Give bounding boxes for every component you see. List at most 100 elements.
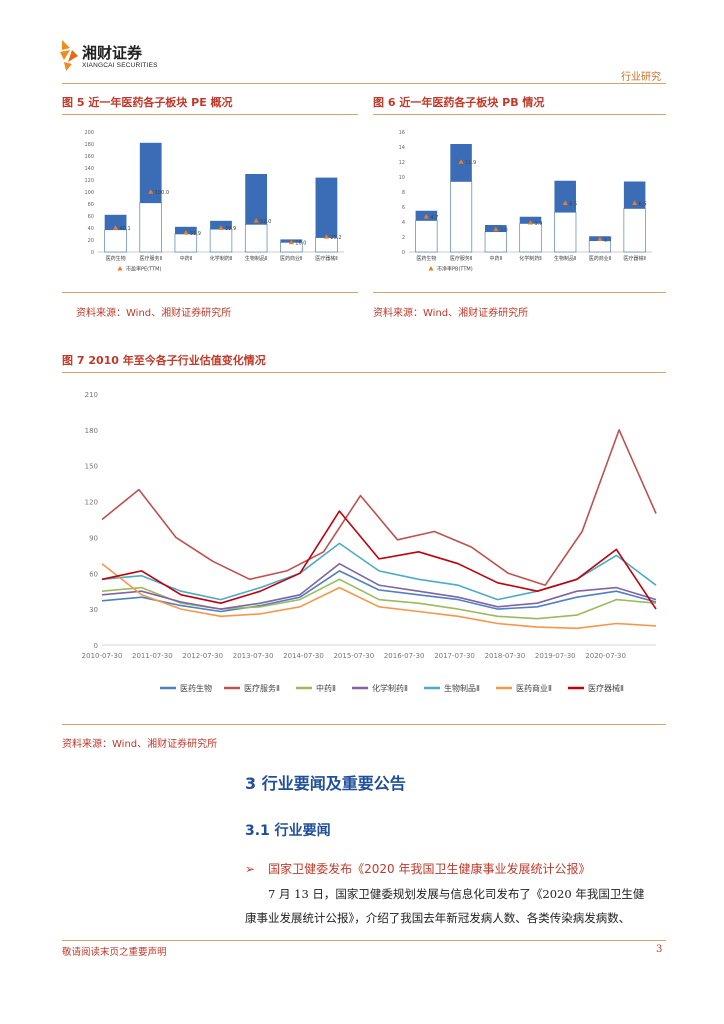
fig5-bottom-rule [62, 292, 358, 293]
paragraph-line-1: 7 月 13 日，国家卫健委规划发展与信息化司发布了《2020 年我国卫生健 [268, 887, 645, 901]
paragraph-line-2: 康事业发展统计公报》，介绍了我国去年新冠发病人数、各类传染病发病数、 [245, 911, 631, 925]
category-label: 医药生物 [106, 255, 126, 262]
y-tick-label: 8 [402, 190, 405, 196]
y-tick-label: 2 [402, 235, 405, 241]
logo-mark-icon [60, 40, 78, 71]
legend: 医药生物 医疗服务Ⅱ 中药Ⅱ 化学制药Ⅱ 生物制品Ⅱ 医药商业Ⅱ 医疗器械Ⅱ [160, 683, 624, 693]
fig6-bottom-rule [373, 292, 666, 293]
legend-label: 医疗器械Ⅱ [588, 683, 624, 693]
bar-lower [554, 211, 577, 253]
fig6-source: 资料来源：Wind、湘财证券研究所 [373, 308, 529, 319]
news-bullet: ➢ 国家卫健委发布《2020 年我国卫生健康事业发展统计公报》 [245, 858, 591, 877]
y-tick-label: 180 [84, 142, 94, 148]
bar-upper [104, 214, 127, 230]
bar-upper [554, 180, 576, 213]
y-tick-label: 30 [89, 606, 98, 614]
legend: 市盈率PE(TTM) [117, 266, 161, 273]
value-label: 25.2 [330, 235, 341, 241]
category-label: 中药Ⅱ [490, 255, 502, 262]
value-label: 11.9 [465, 160, 476, 166]
header-rule [62, 83, 666, 84]
fig7-bottom-rule [62, 724, 666, 725]
y-tick-label: 10 [399, 175, 405, 181]
bar-lower [450, 181, 473, 253]
value-label: 4.7 [430, 215, 438, 221]
median-marker [423, 213, 429, 219]
median-marker [112, 225, 119, 230]
legend-label: 市净率PB(TTM) [437, 266, 473, 273]
legend-label: 中药Ⅱ [316, 683, 336, 693]
bar-lower [415, 220, 438, 253]
y-tick-label: 60 [89, 570, 98, 578]
bullet-title: 国家卫健委发布《2020 年我国卫生健康事业发展统计公报》 [268, 862, 591, 876]
bar-lower [244, 224, 268, 253]
y-tick-label: 210 [85, 391, 98, 399]
y-tick-label: 0 [94, 642, 98, 650]
legend-label: 生物制品Ⅱ [444, 683, 480, 693]
x-tick-label: 2018-07-30 [485, 652, 526, 660]
value-label: 6.5 [569, 201, 577, 207]
category-label: 中药Ⅱ [180, 255, 192, 262]
x-tick-label: 2019-07-30 [535, 652, 576, 660]
y-tick-label: 12 [399, 160, 405, 166]
y-tick-label: 120 [84, 178, 94, 184]
y-tick-label: 120 [85, 499, 98, 507]
y-tick-label: 40 [88, 226, 94, 232]
fig7-chart: 0 30 60 90 120 150 180 210 2010-07-30 2011-07-30 2… [82, 391, 657, 693]
fig7-title-rule [62, 372, 666, 373]
category-label: 化学制药Ⅱ [519, 255, 541, 262]
value-label: 31.9 [190, 231, 201, 237]
median-marker [493, 226, 499, 232]
median-marker [323, 234, 330, 239]
y-tick-label: 6 [402, 205, 405, 211]
footer-disclaimer: 敬请阅读末页之重要声明 [62, 947, 167, 958]
y-tick-label: 0 [91, 250, 94, 256]
category-label: 医疗器械Ⅱ [315, 255, 337, 262]
bar-lower [484, 231, 507, 253]
y-tick-label: 100 [84, 190, 94, 196]
x-tick-label: 2013-07-30 [233, 652, 274, 660]
median-marker [562, 200, 568, 206]
value-label: 52.0 [260, 219, 271, 225]
value-label: 39.9 [225, 226, 236, 232]
fig6-title: 图 6 近一年医药各子板块 PB 情况 [373, 96, 545, 109]
fig7-title: 图 7 2010 年至今各子行业估值变化情况 [62, 354, 266, 367]
y-tick-label: 0 [402, 250, 405, 256]
x-tick-label: 2015-07-30 [333, 652, 374, 660]
category-label: 医药商业Ⅱ [589, 255, 611, 262]
median-marker [458, 159, 464, 164]
median-marker [183, 230, 189, 235]
y-tick-label: 60 [88, 214, 94, 220]
median-marker [253, 218, 259, 223]
category-label: 化学制药Ⅱ [210, 255, 232, 262]
report-category: 行业研究 [621, 72, 661, 83]
subsection-heading: 3.1 行业要闻 [245, 823, 331, 839]
y-tick-label: 16 [399, 130, 405, 136]
x-tick-label: 2010-07-30 [82, 652, 123, 660]
page-number: 3 [656, 944, 663, 955]
x-tick-label: 2016-07-30 [384, 652, 425, 660]
value-label: 100.0 [155, 190, 169, 196]
y-tick-label: 4 [402, 220, 405, 226]
bar-lower [139, 202, 162, 253]
fig6-title-rule [373, 114, 666, 115]
series-line [101, 542, 657, 601]
category-label: 医疗服务Ⅱ [139, 255, 161, 262]
category-label: 生物制品Ⅱ [554, 255, 576, 262]
median-marker [597, 236, 603, 242]
y-tick-label: 20 [88, 238, 94, 244]
legend: 市净率PB(TTM) [428, 266, 473, 273]
value-label: 1.7 [604, 237, 612, 243]
fig6-chart: 0 2 4 6 8 10 12 14 16 4.7 医药生物 11.9 医疗服务Ⅱ 3.0 中药Ⅱ 3.9 化学… [399, 130, 652, 273]
category-label: 生物制品Ⅱ [245, 255, 267, 262]
x-tick-label: 2014-07-30 [283, 652, 324, 660]
fig5-source: 资料来源：Wind、湘财证券研究所 [76, 308, 232, 319]
value-label: 16.0 [295, 240, 306, 246]
legend-label: 医药生物 [180, 683, 212, 693]
footer-rule [62, 940, 666, 941]
median-marker [218, 225, 224, 230]
median-marker [632, 200, 638, 206]
bar-upper [245, 174, 268, 225]
x-tick-label: 2017-07-30 [434, 652, 475, 660]
bar-lower [623, 208, 646, 253]
